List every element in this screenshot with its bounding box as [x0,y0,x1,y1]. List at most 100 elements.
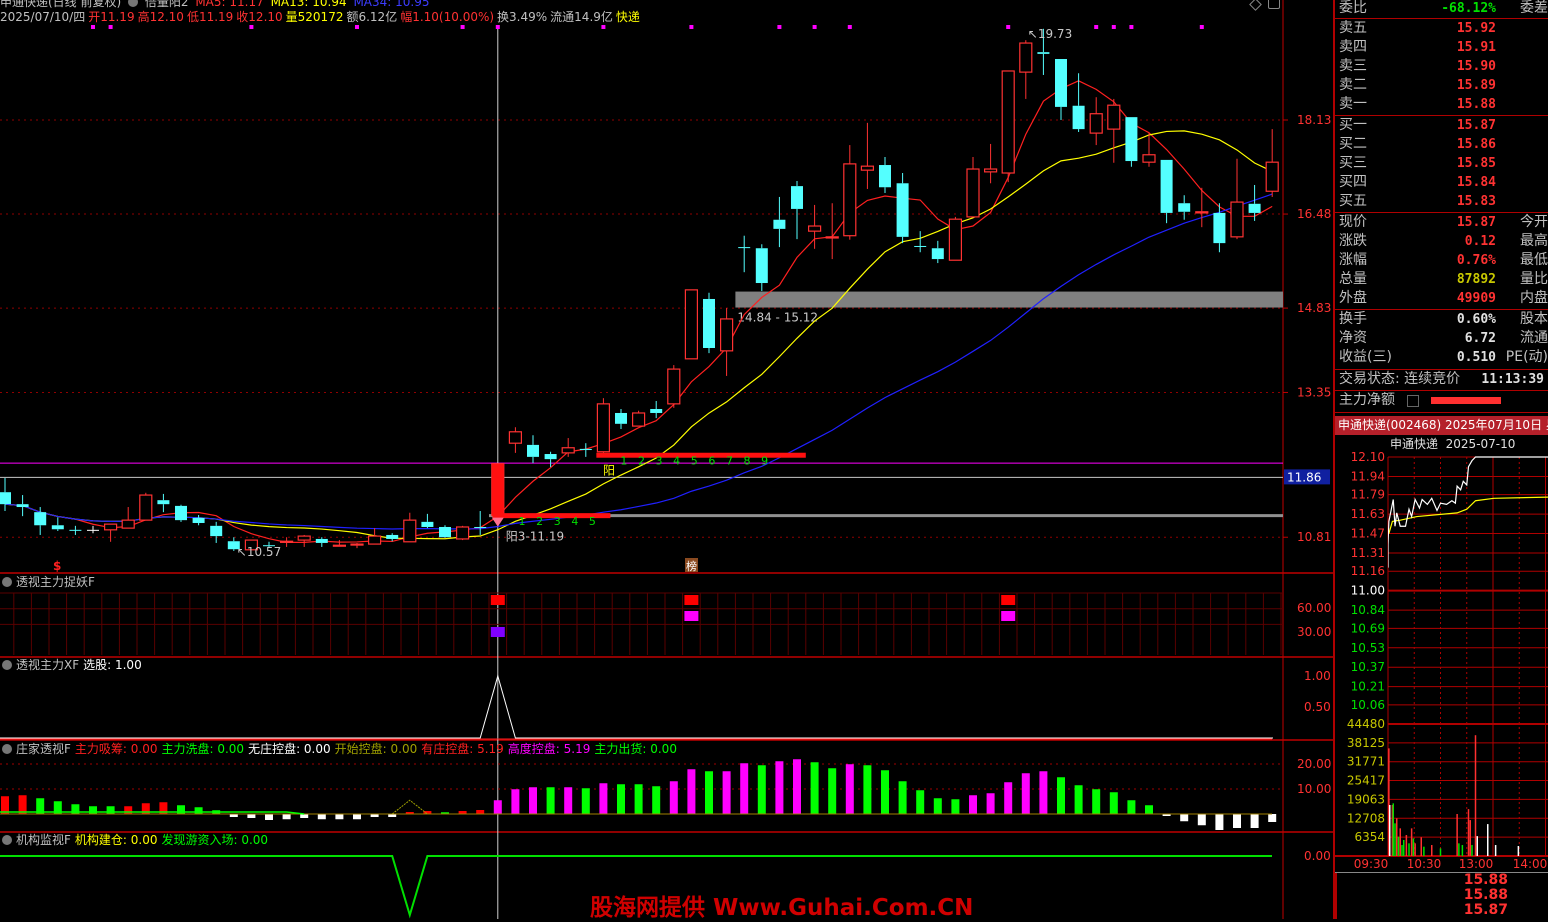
candle [896,173,909,244]
candle-body [157,500,170,505]
control-bar [933,798,942,814]
candle-body [421,521,434,527]
candle [121,507,135,529]
control-bar [1145,805,1153,814]
legend-distribution: 主力出货: 0.00 [594,742,677,756]
legend-no-control: 无庄控盘: 0.00 [248,742,331,756]
candle-body [983,168,998,173]
candle [332,540,346,547]
fund-row-right-label: 流通 [1520,330,1548,346]
control-bar [916,790,925,814]
intraday-title-bar[interactable]: 申通快递(002468) 2025年07月10日 星期四 [1335,416,1548,435]
yang-count-bar-count: 7 [726,455,733,468]
candle [210,521,223,543]
ma13-value: MA13: 10.94 [270,0,347,9]
intraday-average-line [1388,496,1548,534]
intraday-price-label: 10.21 [1351,680,1385,694]
control-bar [405,812,414,814]
control-bar [194,807,203,814]
candle [263,541,275,547]
control-bar [722,771,731,814]
price-axis-label: 10.81 [1297,530,1331,544]
panel3-axis-label: 10.00 [1297,782,1331,796]
window-toggle-icon[interactable] [1268,0,1280,9]
panel2-legend: 透视主力XF 选股: 1.00 [2,658,146,672]
candle [684,289,699,360]
candle-body [596,403,611,453]
candle [948,216,963,261]
list-icon[interactable] [1407,395,1419,407]
candle-body [1248,203,1261,213]
legend-hot-money: 发现游资入场: 0.00 [161,833,269,847]
control-bar [529,787,537,814]
candle-body [860,165,875,171]
candle-body [1072,105,1085,130]
candle [1213,203,1226,253]
bar-open: 开11.19 [88,10,135,24]
candle [1195,187,1209,228]
panel1-block [684,595,699,605]
intraday-caption: 申通快递 2025-07-10 [1390,437,1515,451]
control-bar [476,810,485,814]
intraday-chart[interactable]: 12.10 11.94 11.79 11.63 11.47 11.31 11.16 11.00… [1333,0,1548,919]
control-bar [898,781,907,814]
panel3-toggle-icon[interactable] [2,744,12,754]
legend-high-control: 高度控盘: 5.19 [507,742,591,756]
candle [561,438,575,457]
panel4-toggle-icon[interactable] [2,835,12,845]
yang-label: 阳 [603,464,615,478]
candle [983,143,998,184]
control-bar [863,765,872,814]
candle [579,443,592,457]
candle-body [615,412,627,424]
base-count-bar-count: 2 [536,515,543,528]
control-bar [159,802,168,814]
candle-body [350,543,364,546]
candle [791,180,803,240]
bid-row: 买一 15.87 [1337,116,1548,135]
weicha-label: 委差 [1520,0,1548,16]
control-bar [53,801,62,814]
indicator-toggle-icon[interactable] [128,0,139,7]
candle [175,504,187,522]
intraday-volume-label: 12708 [1347,811,1385,825]
candle [773,196,786,248]
fund-row-value: 6.72 [1464,331,1496,346]
candle-body [896,183,909,237]
ask-row: 卖一 15.88 [1337,95,1548,114]
control-bar [1057,777,1065,814]
control-bar [581,788,590,814]
control-bar [1092,789,1101,814]
high-price-label: ↖19.73 [1028,27,1072,41]
ask-row-label: 卖五 [1339,20,1367,36]
panel1-toggle-icon[interactable] [2,577,12,587]
cursor-price-box [1284,469,1330,485]
signal-dot [847,25,852,29]
stat-row-right-label: 今开 [1520,214,1548,230]
candle-body [1019,42,1033,73]
limit-up-candle [491,463,504,516]
kline-chart-area[interactable]: 18.13 16.48 14.83 13.35 10.81 11.86 14.84 - 15… [0,0,1333,919]
panel3-legend: 庄家透视F 主力吸筹: 0.00 主力洗盘: 0.00 无庄控盘: 0.00 开始控盘:… [2,742,681,756]
control-bar [300,814,309,818]
candle [421,513,434,529]
candle-body [263,545,275,547]
fund-row-label: 收益(三) [1339,349,1392,365]
candle-body [931,248,944,260]
control-bar [141,803,150,814]
signal-dot [689,25,694,29]
panel2-toggle-icon[interactable] [2,660,12,670]
yang-count-bar-count: 6 [708,455,715,468]
candle [157,493,170,513]
intraday-volume-label: 31771 [1347,755,1385,769]
bar-amount: 额6.12亿 [346,10,398,24]
panel4-legend: 机构监视F 机构建仓: 0.00 发现游资入场: 0.00 [2,833,272,847]
fund-row-right-label: PE(动) [1505,349,1548,365]
stat-row-value: 15.87 [1456,215,1496,230]
signal-dot [355,25,359,29]
signal-dot [777,25,782,29]
signal-dot [108,25,113,29]
stat-row-label: 涨幅 [1339,252,1367,268]
bid-row: 买五 15.83 [1337,192,1548,211]
candle [315,537,328,547]
